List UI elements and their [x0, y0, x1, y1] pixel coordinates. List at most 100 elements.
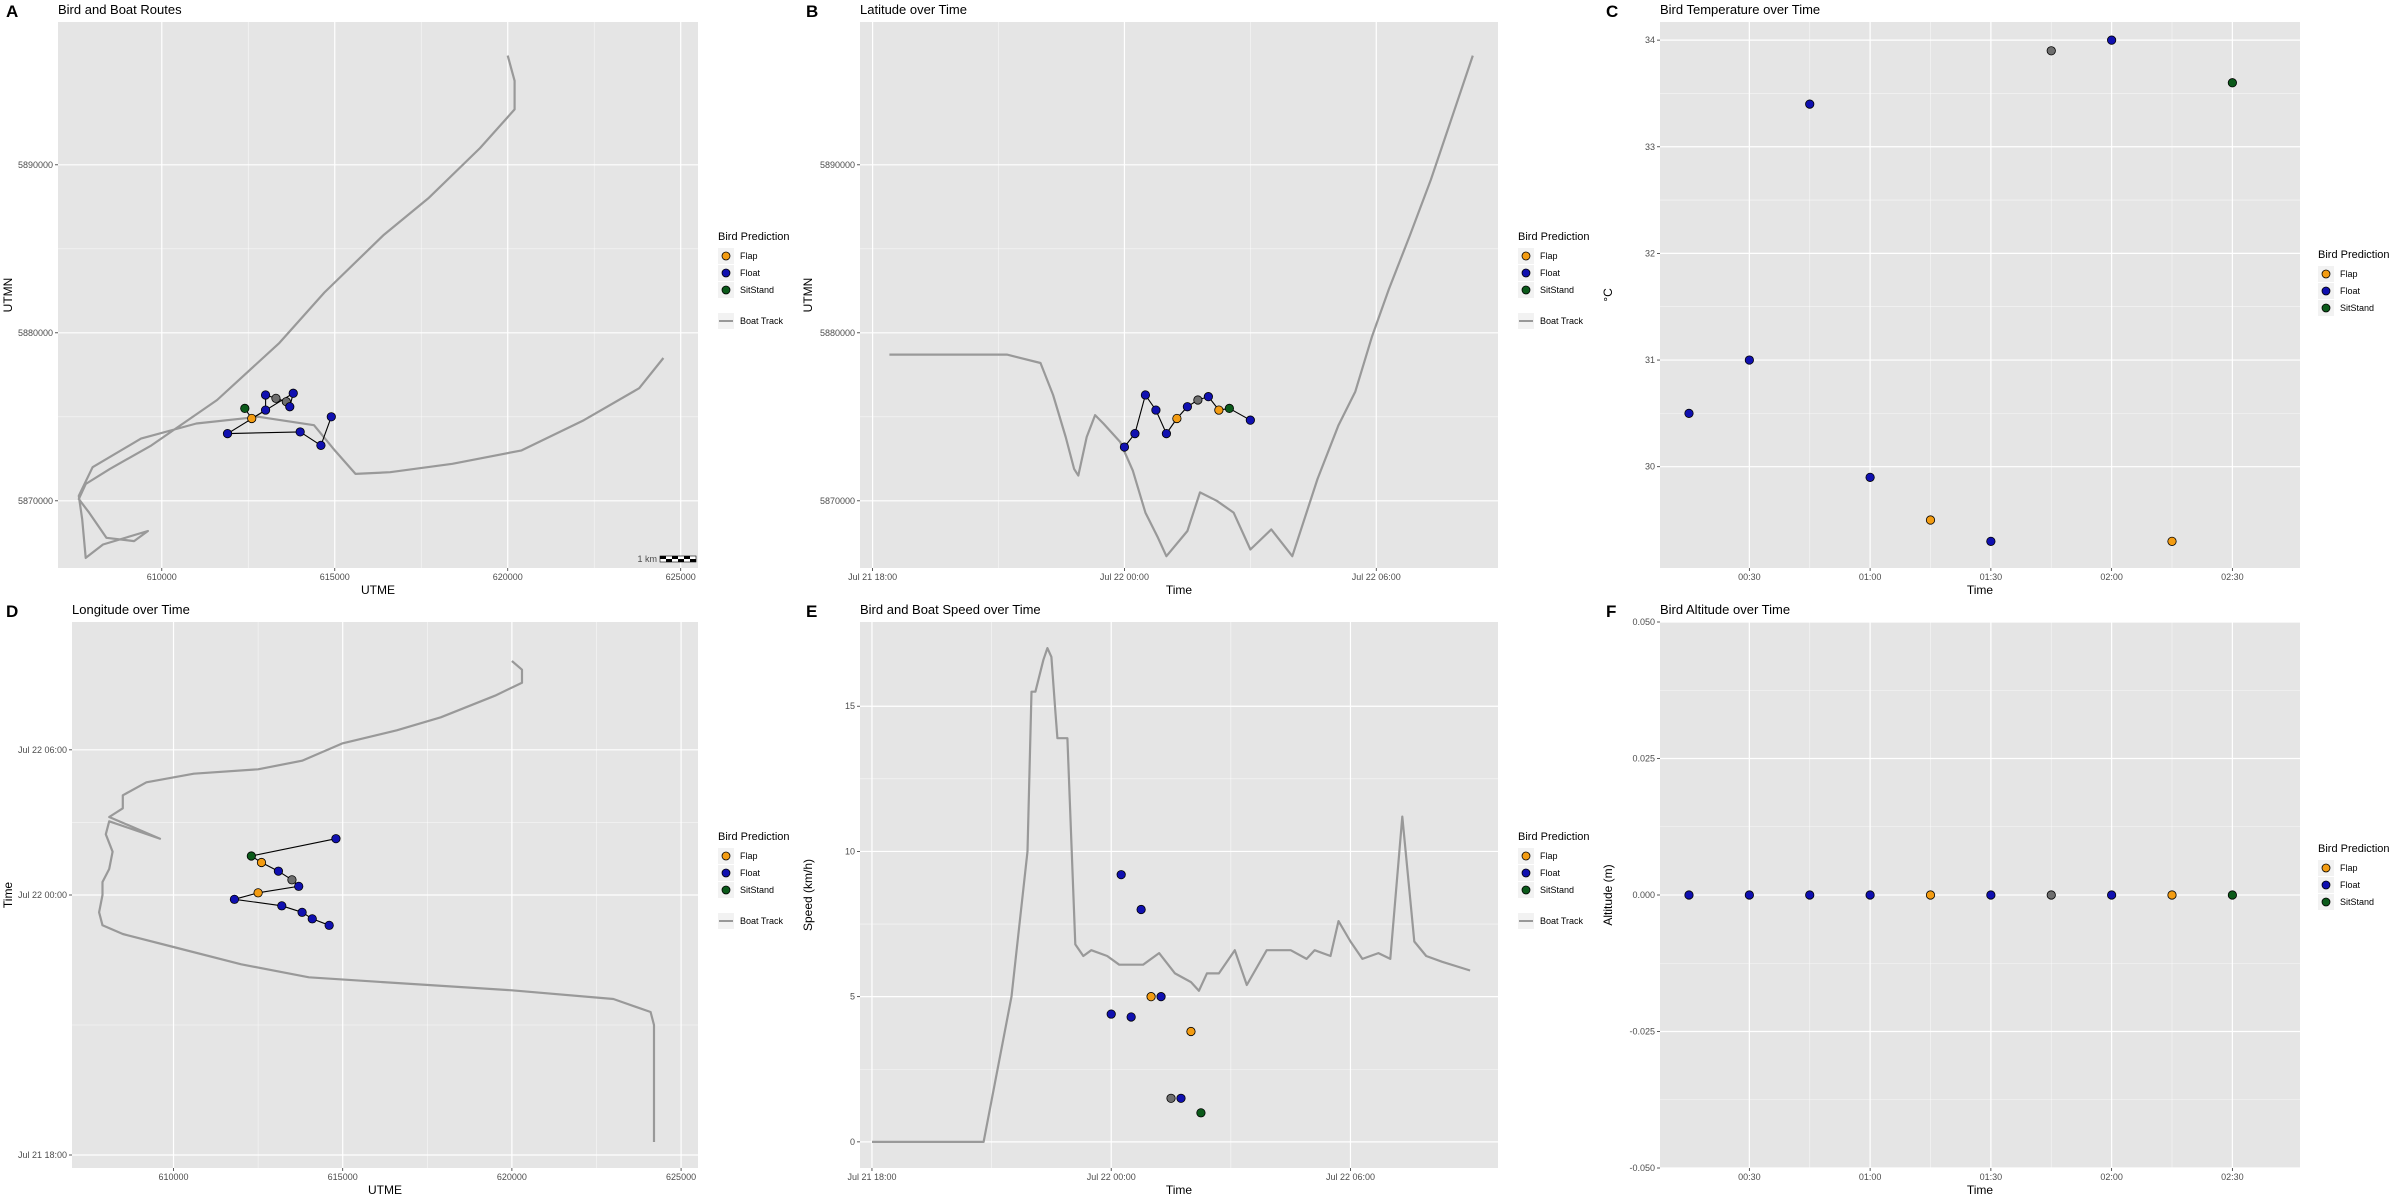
- legend-swatch-sitstand: [721, 885, 731, 895]
- bird-point-sitstand: [246, 851, 256, 861]
- legend-label: SitStand: [740, 885, 774, 895]
- y-axis-title: UTMN: [801, 278, 815, 313]
- x-axis-title: Time: [1166, 583, 1193, 597]
- x-axis-title: UTME: [361, 583, 395, 597]
- scale-bar-segment: [666, 556, 672, 559]
- x-tick-label: 615000: [328, 1172, 358, 1182]
- x-tick-label: 620000: [497, 1172, 527, 1182]
- bird-point-flap: [256, 857, 267, 868]
- chart-title: Bird and Boat Speed over Time: [860, 602, 1041, 617]
- legend-title: Bird Prediction: [2318, 843, 2390, 855]
- bird-point-mixed: [2046, 890, 2056, 900]
- panel-letter: C: [1606, 2, 1618, 21]
- bird-point-float: [2107, 35, 2117, 45]
- bird-point-sitstand: [1196, 1108, 1206, 1118]
- chart-b: B Latitude over Time Jul 21 18:00 Jul 22 00…: [801, 2, 1590, 597]
- chart-title: Latitude over Time: [860, 2, 967, 17]
- legend-label-boat: Boat Track: [740, 916, 784, 926]
- legend-title: Bird Prediction: [1518, 831, 1590, 843]
- legend: Bird Prediction Flap Float SitStand: [2318, 249, 2390, 316]
- panel-letter: F: [1606, 602, 1616, 621]
- y-tick-label: 34: [1645, 35, 1655, 45]
- y-tick-label: 0.050: [1632, 617, 1655, 627]
- legend-swatch-sitstand: [1521, 885, 1531, 895]
- legend: Bird Prediction Flap Float SitStand Boat Tra…: [1518, 231, 1590, 329]
- bird-point-float: [1182, 402, 1192, 412]
- bird-point-float: [1106, 1009, 1116, 1019]
- bird-point-flap: [1925, 890, 1936, 900]
- bird-point-float: [1744, 355, 1754, 365]
- y-tick-label: 5870000: [820, 496, 855, 506]
- legend-title: Bird Prediction: [2318, 249, 2390, 261]
- x-tick-label: Jul 21 18:00: [848, 572, 897, 582]
- scale-bar-segment: [684, 559, 690, 562]
- bird-point-float: [1130, 428, 1140, 439]
- boat-track-line: [889, 55, 1474, 558]
- plot-area: [872, 646, 1471, 1144]
- plot-background: [860, 22, 1498, 568]
- bird-point-float: [260, 390, 271, 400]
- scale-bar-segment: [690, 559, 696, 562]
- y-tick-label: 30: [1645, 462, 1655, 472]
- y-tick-label: 5890000: [820, 160, 855, 170]
- bird-point-sitstand: [2227, 890, 2237, 900]
- scale-bar-segment: [678, 556, 684, 559]
- legend-label: Float: [740, 268, 761, 278]
- y-tick-label: 10: [845, 846, 855, 856]
- boat-track-line: [77, 55, 665, 560]
- panel-c: C Bird Temperature over Time 00:30 01:00 01:…: [1600, 0, 2400, 600]
- x-tick-label: 615000: [320, 572, 350, 582]
- bird-point-float: [326, 412, 336, 422]
- x-tick-label: 01:30: [1980, 1172, 2003, 1182]
- y-tick-label: 5870000: [18, 496, 53, 506]
- legend-label: Flap: [2340, 269, 2358, 279]
- legend-swatch-flap: [721, 251, 731, 261]
- y-tick-label: 33: [1645, 142, 1655, 152]
- x-tick-label: 01:00: [1859, 1172, 1882, 1182]
- bird-point-mixed: [2046, 46, 2056, 56]
- y-axis-title: Speed (km/h): [801, 859, 815, 931]
- bird-point-float: [1986, 890, 1996, 900]
- bird-point-float: [1156, 992, 1166, 1002]
- chart-f: F Bird Altitude over Time 00:30 01:00 01:30 0…: [1601, 602, 2390, 1197]
- x-tick-label: 01:00: [1859, 572, 1882, 582]
- bird-point-float: [1684, 408, 1694, 418]
- y-tick-label: 0.025: [1632, 754, 1655, 764]
- scale-bar-segment: [672, 556, 678, 559]
- plot-area: [77, 55, 665, 560]
- bird-point-float: [260, 405, 271, 415]
- legend: Bird Prediction Flap Float SitStand Boat Tra…: [718, 831, 790, 929]
- legend-label: SitStand: [1540, 285, 1574, 295]
- legend-label-boat: Boat Track: [1540, 316, 1584, 326]
- bird-point-flap: [1186, 1026, 1196, 1037]
- bird-point-float: [1176, 1093, 1186, 1103]
- boat-track-line: [97, 660, 656, 1142]
- chart-title: Bird and Boat Routes: [58, 2, 182, 17]
- bird-point-float: [1684, 890, 1694, 900]
- y-tick-label: 31: [1645, 355, 1655, 365]
- chart-a: A Bird and Boat Routes 610000 615000 620000 6…: [1, 2, 790, 597]
- plot-area: [97, 660, 656, 1142]
- scale-bar-segment: [660, 556, 666, 559]
- bird-point-float: [316, 440, 326, 450]
- bird-point-flap: [1146, 992, 1156, 1002]
- legend-label: Flap: [1540, 851, 1558, 861]
- bird-point-float: [1161, 428, 1172, 439]
- x-tick-label: Jul 21 18:00: [847, 1172, 896, 1182]
- legend-swatch-sitstand: [1521, 285, 1531, 295]
- scale-bar-segment: [672, 559, 678, 562]
- legend-swatch-sitstand: [2321, 303, 2331, 313]
- plot-area: [1684, 890, 2237, 900]
- bird-point-float: [2107, 890, 2117, 900]
- boat-track-line: [872, 646, 1471, 1144]
- x-tick-label: 625000: [666, 572, 696, 582]
- plot-background: [860, 622, 1498, 1168]
- legend-title: Bird Prediction: [718, 231, 790, 243]
- x-tick-label: 625000: [666, 1172, 696, 1182]
- bird-point-float: [1865, 890, 1875, 900]
- bird-point-float: [1245, 415, 1255, 425]
- scale-bar-segment: [684, 556, 690, 559]
- bird-point-float: [273, 866, 284, 876]
- bird-point-mixed: [271, 393, 281, 403]
- bird-point-sitstand: [240, 403, 250, 413]
